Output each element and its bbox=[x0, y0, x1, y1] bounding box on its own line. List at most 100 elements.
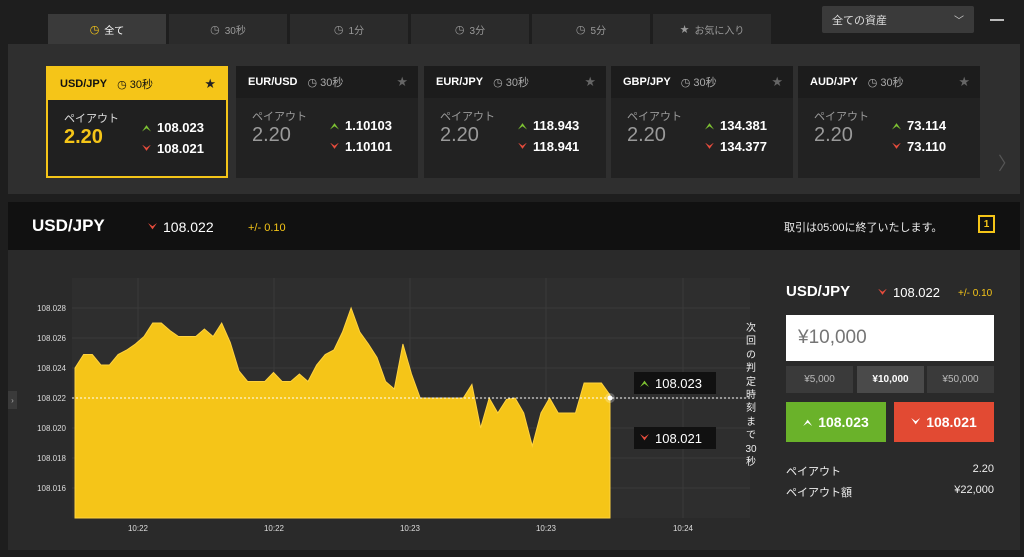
x-tick-label: 10:23 bbox=[536, 524, 557, 533]
card-header: GBP/JPY ◷ 30秒 ★ bbox=[611, 66, 793, 98]
low-quote-box: 108.021 bbox=[634, 427, 716, 449]
low-price: 134.377 bbox=[705, 139, 767, 154]
card-pair: EUR/JPY bbox=[436, 76, 484, 88]
trade-price: 108.022 bbox=[878, 285, 940, 300]
trading-end-message: 取引は05:00に終了いたします。 bbox=[784, 222, 943, 234]
asset-card[interactable]: USD/JPY ◷ 30秒 ★ ペイアウト 2.20 108.023 108.0… bbox=[46, 66, 228, 178]
favorite-star-icon[interactable]: ★ bbox=[584, 74, 596, 89]
tab-1min[interactable]: ◷ 1分 bbox=[290, 14, 408, 44]
tab-label: 30秒 bbox=[224, 25, 246, 37]
card-body: ペイアウト 2.20 1.10103 1.10101 bbox=[236, 98, 418, 176]
chart-mode-icon[interactable]: 1 bbox=[978, 215, 995, 233]
card-header: USD/JPY ◷ 30秒 ★ bbox=[48, 68, 226, 100]
x-tick-label: 10:22 bbox=[264, 524, 285, 533]
y-tick-label: 108.028 bbox=[37, 304, 66, 313]
preset-10000-button[interactable]: ¥10,000 bbox=[857, 366, 924, 393]
card-timer: ◷ 30秒 bbox=[307, 77, 344, 89]
high-quote-box: 108.023 bbox=[634, 372, 716, 394]
clock-icon: ◷ bbox=[454, 23, 465, 36]
payout-label: ペイアウト bbox=[814, 111, 869, 123]
payout-row: ペイアウト 2.20 bbox=[786, 463, 994, 479]
price-chart: 108.028 108.026 108.024 108.022 108.020 108.0… bbox=[37, 278, 750, 533]
low-button[interactable]: 108.021 bbox=[894, 402, 994, 442]
chevron-right-icon[interactable]: 〉 bbox=[998, 154, 1016, 174]
low-arrow-icon bbox=[142, 144, 151, 151]
tab-favorites[interactable]: ★ お気に入り bbox=[653, 14, 771, 44]
high-button[interactable]: 108.023 bbox=[786, 402, 886, 442]
tab-30sec[interactable]: ◷ 30秒 bbox=[169, 14, 287, 44]
favorite-star-icon[interactable]: ★ bbox=[396, 74, 408, 89]
clock-icon: ◷ bbox=[210, 23, 220, 36]
high-arrow-icon bbox=[803, 419, 813, 426]
low-price: 108.021 bbox=[142, 141, 204, 156]
low-arrow-icon bbox=[705, 142, 714, 149]
tab-3min[interactable]: ◷ 3分 bbox=[411, 14, 529, 44]
x-tick-label: 10:22 bbox=[128, 524, 149, 533]
payout-label: ペイアウト bbox=[786, 466, 841, 478]
low-arrow-icon bbox=[911, 418, 921, 425]
card-pair: EUR/USD bbox=[248, 76, 298, 88]
y-tick-label: 108.020 bbox=[37, 424, 66, 433]
card-timer: ◷ 30秒 bbox=[117, 79, 153, 91]
trade-change: +/- 0.10 bbox=[958, 288, 993, 299]
tab-label: 5分 bbox=[590, 25, 607, 37]
card-timer: ◷ 30秒 bbox=[680, 77, 717, 89]
y-tick-label: 108.026 bbox=[37, 334, 66, 343]
clock-icon: ◷ bbox=[333, 23, 344, 36]
low-price: 1.10101 bbox=[330, 139, 392, 154]
asset-card[interactable]: GBP/JPY ◷ 30秒 ★ ペイアウト 2.20 134.381 134.3… bbox=[611, 66, 793, 178]
high-price: 73.114 bbox=[892, 118, 946, 133]
star-icon: ★ bbox=[679, 23, 690, 36]
card-body: ペイアウト 2.20 73.114 73.110 bbox=[798, 98, 980, 176]
card-timer: ◷ 30秒 bbox=[867, 77, 904, 89]
payout-amount-label: ペイアウト額 bbox=[786, 487, 852, 499]
asset-card[interactable]: EUR/JPY ◷ 30秒 ★ ペイアウト 2.20 118.943 118.9… bbox=[424, 66, 606, 178]
instrument-change: +/- 0.10 bbox=[248, 222, 286, 234]
x-tick-label: 10:23 bbox=[400, 524, 421, 533]
payout-value: 2.20 bbox=[814, 124, 853, 146]
period-tabs: ◷ 全て ◷ 30秒 ◷ 1分 ◷ 3分 ◷ 5分 ★ お気に入り bbox=[48, 14, 774, 44]
asset-filter-select[interactable]: 全ての資産 ﹀ bbox=[822, 6, 974, 33]
card-header: AUD/JPY ◷ 30秒 ★ bbox=[798, 66, 980, 98]
payout-amount-value: ¥22,000 bbox=[954, 484, 994, 496]
favorite-star-icon[interactable]: ★ bbox=[958, 74, 970, 89]
amount-input[interactable] bbox=[786, 315, 994, 361]
low-arrow-icon bbox=[330, 142, 339, 149]
side-panel-toggle[interactable]: › bbox=[8, 391, 17, 409]
high-arrow-icon bbox=[892, 123, 901, 130]
high-arrow-icon bbox=[640, 380, 649, 387]
low-arrow-icon bbox=[640, 434, 649, 441]
price-down-arrow-icon bbox=[148, 223, 157, 230]
instrument-name: USD/JPY bbox=[32, 216, 105, 235]
preset-5000-button[interactable]: ¥5,000 bbox=[786, 366, 853, 393]
asset-card[interactable]: EUR/USD ◷ 30秒 ★ ペイアウト 2.20 1.10103 1.101… bbox=[236, 66, 418, 178]
favorite-star-icon[interactable]: ★ bbox=[771, 74, 783, 89]
x-tick-label: 10:24 bbox=[673, 524, 694, 533]
tab-5min[interactable]: ◷ 5分 bbox=[532, 14, 650, 44]
card-body: ペイアウト 2.20 118.943 118.941 bbox=[424, 98, 606, 176]
tab-all[interactable]: ◷ 全て bbox=[48, 14, 166, 44]
tab-label: 全て bbox=[104, 25, 125, 37]
asset-card[interactable]: AUD/JPY ◷ 30秒 ★ ペイアウト 2.20 73.114 73.110 bbox=[798, 66, 980, 178]
low-arrow-icon bbox=[518, 142, 527, 149]
payout-value: 2.20 bbox=[64, 126, 103, 148]
price-area-series bbox=[74, 306, 611, 519]
instrument-price: 108.022 bbox=[148, 219, 214, 235]
countdown-text: 次回の判定時刻まで30秒 bbox=[745, 323, 757, 469]
payout-label: ペイアウト bbox=[440, 111, 495, 123]
preset-50000-button[interactable]: ¥50,000 bbox=[927, 366, 994, 393]
payout-value: 2.20 bbox=[972, 463, 994, 475]
favorite-star-icon[interactable]: ★ bbox=[204, 76, 216, 91]
price-down-arrow-icon bbox=[878, 288, 887, 295]
tab-label: 1分 bbox=[348, 25, 365, 37]
minimize-button[interactable] bbox=[990, 10, 1006, 26]
clock-icon: ◷ bbox=[575, 23, 586, 36]
chart-section: 108.028 108.026 108.024 108.022 108.020 108.0… bbox=[8, 250, 1020, 550]
payout-label: ペイアウト bbox=[252, 111, 307, 123]
asset-filter-value: 全ての資産 bbox=[832, 14, 887, 27]
card-body: ペイアウト 2.20 108.023 108.021 bbox=[48, 100, 226, 178]
tab-label: お気に入り bbox=[694, 25, 745, 37]
y-tick-label: 108.022 bbox=[37, 394, 66, 403]
y-tick-label: 108.018 bbox=[37, 454, 66, 463]
